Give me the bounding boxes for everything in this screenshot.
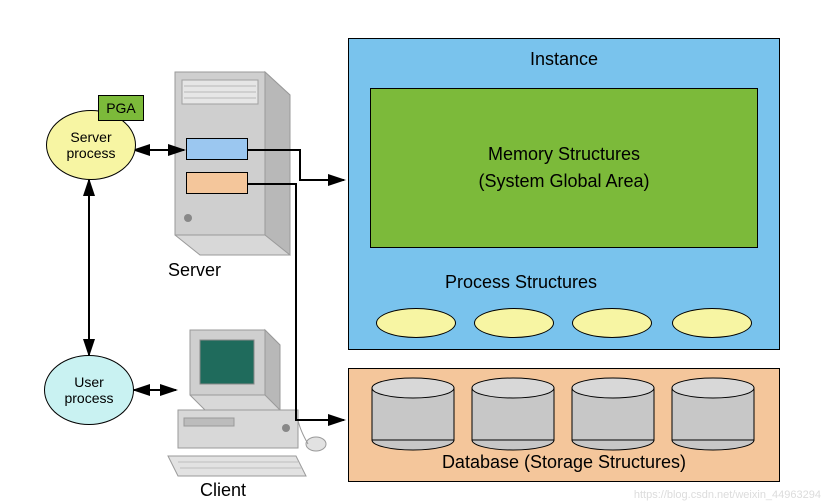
process-ellipse: [672, 308, 752, 338]
process-ellipse: [376, 308, 456, 338]
process-ellipse: [572, 308, 652, 338]
client-hardware: [168, 330, 326, 476]
database-box: Database (Storage Structures): [348, 368, 780, 482]
sga-line1: Memory Structures: [488, 144, 640, 165]
watermark: https://blog.csdn.net/weixin_44963294: [634, 489, 821, 501]
arrow-server-instance: [248, 150, 344, 180]
server-slot-a: [186, 138, 248, 160]
user-process-node: User process: [44, 355, 134, 425]
process-structures-label: Process Structures: [445, 272, 597, 293]
instance-title: Instance: [349, 49, 779, 70]
database-label: Database (Storage Structures): [349, 452, 779, 473]
client-label: Client: [200, 480, 246, 501]
server-hardware: [175, 72, 290, 255]
arrow-server-db: [248, 184, 344, 420]
server-label: Server: [168, 260, 221, 281]
sga-box: Memory Structures (System Global Area): [370, 88, 758, 248]
sga-line2: (System Global Area): [478, 171, 649, 192]
process-ellipse: [474, 308, 554, 338]
server-slot-b: [186, 172, 248, 194]
pga-box: PGA: [98, 95, 144, 121]
